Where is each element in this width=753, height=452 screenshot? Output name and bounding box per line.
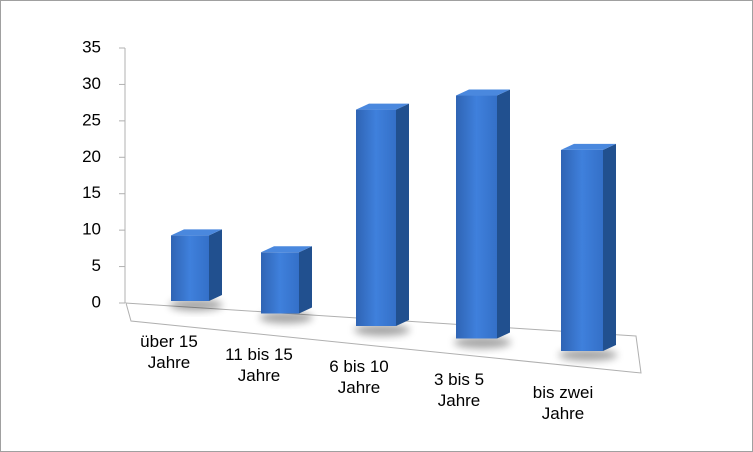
y-tick-label: 10 xyxy=(82,220,101,239)
bar-shadow xyxy=(453,336,512,349)
bar-shadow xyxy=(558,349,618,361)
y-tick-label: 30 xyxy=(82,74,101,93)
bar xyxy=(561,149,603,351)
bar-side xyxy=(497,89,510,339)
x-tick-label: 11 bis 15 Jahre xyxy=(225,345,293,385)
bar xyxy=(456,95,497,339)
bar-top xyxy=(456,89,510,96)
bar-top xyxy=(561,143,616,150)
bar-shadow xyxy=(169,299,223,311)
bar-shadow xyxy=(354,324,410,336)
bar-shadow xyxy=(259,311,313,324)
x-tick-label: bis zwei Jahre xyxy=(532,383,594,423)
bar-top xyxy=(171,229,222,236)
bar-side xyxy=(209,229,222,301)
bar-side xyxy=(603,143,616,351)
bar-side xyxy=(396,103,409,326)
y-tick-label: 20 xyxy=(82,147,101,166)
bar-side xyxy=(299,246,312,314)
y-tick-label: 5 xyxy=(92,256,101,275)
y-tick-label: 35 xyxy=(82,37,101,56)
bar xyxy=(261,252,299,314)
bar-top xyxy=(261,246,312,253)
y-tick-label: 0 xyxy=(92,292,101,311)
y-tick-label: 15 xyxy=(82,183,101,202)
bar-top xyxy=(356,103,409,110)
x-tick-label: 3 bis 5 Jahre xyxy=(433,370,485,410)
bar xyxy=(171,235,209,301)
y-tick-label: 25 xyxy=(82,110,101,129)
x-tick-label: 6 bis 10 Jahre xyxy=(329,357,389,397)
bar xyxy=(356,109,396,326)
x-tick-label: über 15 Jahre xyxy=(140,332,198,372)
